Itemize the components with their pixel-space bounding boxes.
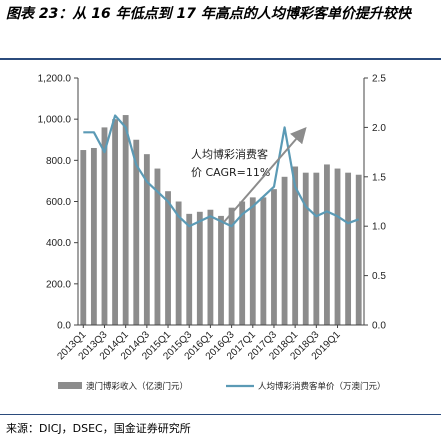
chart: 0.0 200.0 400.0 600.0 800.0 1,000.0 1,200.0 0.0… xyxy=(38,74,387,393)
y-right-tick-label: 1.5 xyxy=(372,172,386,183)
title-rule xyxy=(0,58,441,60)
bar xyxy=(175,201,182,325)
bar xyxy=(260,197,267,325)
bar xyxy=(239,201,246,325)
bar xyxy=(281,176,288,325)
bar xyxy=(90,147,97,325)
bar xyxy=(80,150,87,325)
bar xyxy=(112,119,118,326)
source-note: 来源：DICJ，DSEC，国金证券研究所 xyxy=(6,422,191,435)
bar xyxy=(165,191,171,325)
bar xyxy=(143,154,150,325)
bar xyxy=(133,139,140,325)
y-right-tick-label: 2.5 xyxy=(372,74,386,85)
y-right-tick-label: 0.0 xyxy=(372,321,386,332)
bar xyxy=(207,209,214,325)
bar xyxy=(154,168,161,325)
bar xyxy=(334,168,341,325)
bar xyxy=(271,189,277,325)
line-series xyxy=(83,114,360,228)
legend-label-line: 人均博彩消费客单价（万澳门元） xyxy=(258,381,386,392)
y-left-tick-label: 600.0 xyxy=(46,197,71,208)
y-left-tick-label: 800.0 xyxy=(46,156,71,167)
bar xyxy=(101,127,108,326)
bar xyxy=(292,166,299,325)
y-left-tick-label: 0.0 xyxy=(57,321,71,332)
y-right-tick-label: 0.5 xyxy=(372,271,386,282)
bar xyxy=(218,215,224,325)
legend-label-bar: 澳门博彩收入（亿澳门元） xyxy=(86,381,188,392)
bar xyxy=(228,207,235,325)
bar xyxy=(302,172,309,325)
bar xyxy=(186,213,193,325)
source-rule xyxy=(0,414,441,415)
legend-swatch-bar xyxy=(58,382,82,389)
y-left-tick-label: 400.0 xyxy=(46,238,71,249)
bar xyxy=(324,164,330,325)
y-right-tick-label: 2.0 xyxy=(372,123,386,134)
trend-arrow xyxy=(223,126,307,223)
y-left-tick-label: 200.0 xyxy=(46,279,71,290)
chart-title: 图表 23：从 16 年低点到 17 年高点的人均博彩客单价提升较快 xyxy=(6,6,411,22)
bar xyxy=(122,115,129,325)
bar xyxy=(355,174,362,325)
y-left-tick-label: 1,200.0 xyxy=(38,74,72,85)
y-left-tick-label: 1,000.0 xyxy=(38,115,72,126)
annotation-line-2: 价 CAGR=11% xyxy=(191,166,270,179)
bar xyxy=(345,172,352,325)
bar xyxy=(249,197,256,325)
y-right-tick-label: 1.0 xyxy=(372,222,386,233)
bar xyxy=(313,172,320,325)
annotation-line-1: 人均博彩消费客 xyxy=(191,147,268,161)
bar xyxy=(196,211,203,325)
